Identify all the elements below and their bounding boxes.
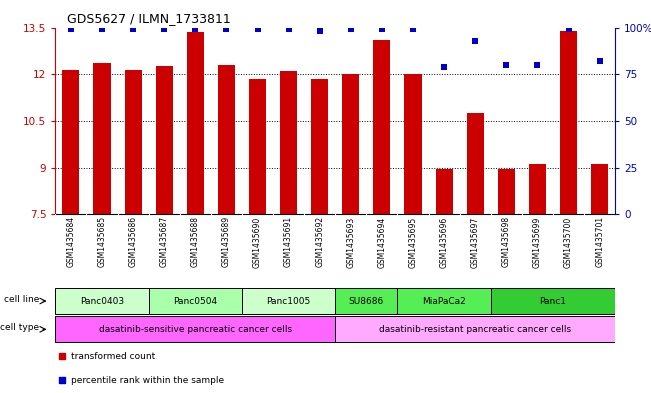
- Text: Panc1: Panc1: [540, 297, 566, 305]
- Bar: [218, 65, 235, 214]
- Text: GSM1435691: GSM1435691: [284, 217, 293, 268]
- Point: [470, 37, 480, 44]
- Text: GSM1435696: GSM1435696: [439, 217, 449, 268]
- Text: GSM1435700: GSM1435700: [564, 217, 573, 268]
- Text: GSM1435689: GSM1435689: [222, 217, 231, 268]
- Text: GSM1435695: GSM1435695: [409, 217, 417, 268]
- Text: GSM1435697: GSM1435697: [471, 217, 480, 268]
- Bar: [374, 40, 391, 214]
- Point: [594, 58, 605, 64]
- Text: GSM1435688: GSM1435688: [191, 217, 200, 267]
- Text: GDS5627 / ILMN_1733811: GDS5627 / ILMN_1733811: [66, 12, 230, 25]
- Text: MiaPaCa2: MiaPaCa2: [422, 297, 466, 305]
- Point: [563, 26, 574, 33]
- Text: GSM1435694: GSM1435694: [378, 217, 387, 268]
- Bar: [156, 66, 173, 214]
- Point: [190, 26, 201, 33]
- Text: GSM1435699: GSM1435699: [533, 217, 542, 268]
- Text: GSM1435686: GSM1435686: [129, 217, 137, 268]
- Point: [439, 64, 449, 70]
- Text: cell line: cell line: [4, 295, 39, 304]
- Bar: [335, 288, 398, 314]
- Text: dasatinib-sensitive pancreatic cancer cells: dasatinib-sensitive pancreatic cancer ce…: [99, 325, 292, 334]
- Bar: [124, 70, 142, 214]
- Bar: [242, 288, 335, 314]
- Text: GSM1435685: GSM1435685: [98, 217, 107, 268]
- Bar: [529, 164, 546, 214]
- Bar: [591, 164, 608, 214]
- Bar: [62, 70, 79, 214]
- Text: GSM1435684: GSM1435684: [66, 217, 76, 268]
- Point: [408, 26, 418, 33]
- Bar: [280, 71, 297, 214]
- Point: [283, 26, 294, 33]
- Text: GSM1435687: GSM1435687: [159, 217, 169, 268]
- Bar: [148, 288, 242, 314]
- Point: [533, 62, 543, 68]
- Bar: [404, 74, 422, 214]
- Bar: [55, 288, 148, 314]
- Bar: [498, 169, 515, 214]
- Point: [66, 26, 76, 33]
- Bar: [467, 113, 484, 214]
- Bar: [398, 288, 491, 314]
- Text: percentile rank within the sample: percentile rank within the sample: [71, 376, 224, 384]
- Point: [97, 26, 107, 33]
- Point: [391, 69, 402, 75]
- Text: SU8686: SU8686: [349, 297, 384, 305]
- Bar: [335, 316, 615, 342]
- Point: [253, 26, 263, 33]
- Point: [501, 62, 512, 68]
- Bar: [94, 63, 111, 214]
- Text: GSM1435692: GSM1435692: [315, 217, 324, 268]
- Point: [221, 26, 232, 33]
- Bar: [311, 79, 328, 214]
- Bar: [491, 288, 615, 314]
- Text: dasatinib-resistant pancreatic cancer cells: dasatinib-resistant pancreatic cancer ce…: [379, 325, 572, 334]
- Point: [159, 26, 169, 33]
- Point: [391, 285, 402, 292]
- Point: [314, 28, 325, 34]
- Text: Panc0504: Panc0504: [173, 297, 217, 305]
- Point: [346, 26, 356, 33]
- Bar: [249, 79, 266, 214]
- Text: GSM1435690: GSM1435690: [253, 217, 262, 268]
- Point: [377, 26, 387, 33]
- Text: GSM1435701: GSM1435701: [595, 217, 604, 268]
- Bar: [55, 316, 335, 342]
- Text: transformed count: transformed count: [71, 352, 155, 361]
- Text: Panc1005: Panc1005: [266, 297, 311, 305]
- Text: GSM1435693: GSM1435693: [346, 217, 355, 268]
- Text: cell type: cell type: [0, 323, 39, 332]
- Text: GSM1435698: GSM1435698: [502, 217, 511, 268]
- Bar: [342, 74, 359, 214]
- Bar: [187, 32, 204, 214]
- Bar: [560, 31, 577, 214]
- Text: Panc0403: Panc0403: [80, 297, 124, 305]
- Bar: [436, 169, 452, 214]
- Point: [128, 26, 138, 33]
